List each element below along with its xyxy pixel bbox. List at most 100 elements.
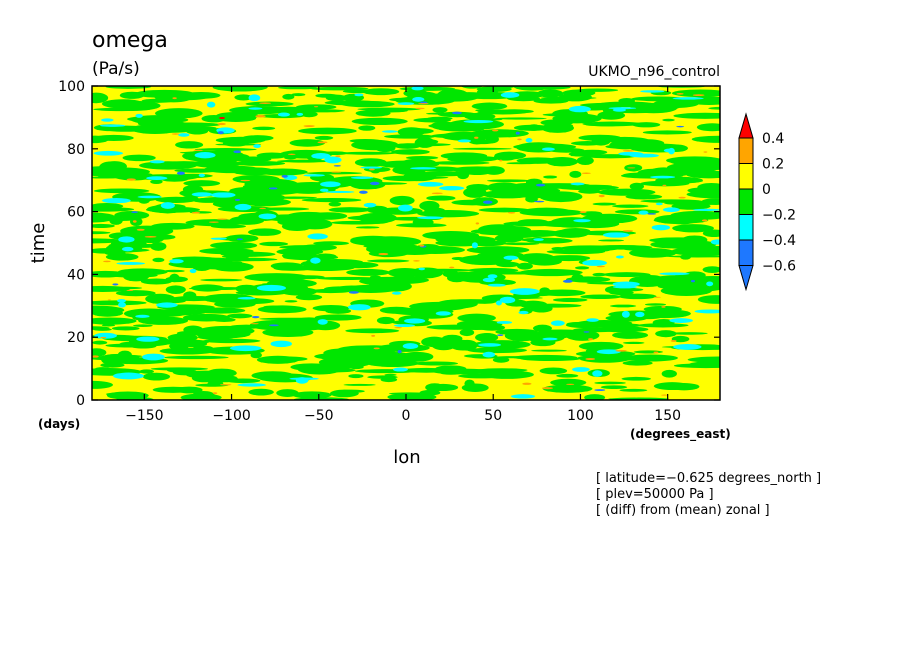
field-patch-orange <box>208 221 219 223</box>
field-patch-orange <box>126 178 136 181</box>
field-patch-orange <box>678 196 686 199</box>
field-patch-green <box>697 182 720 192</box>
field-patch-green <box>545 123 574 129</box>
field-patch-green <box>355 109 391 117</box>
field-patch-green <box>435 236 467 243</box>
field-patch-cyan <box>602 232 630 238</box>
field-patch-green <box>392 165 427 175</box>
field-patch-green <box>101 99 145 109</box>
field-patch-green <box>629 182 645 191</box>
field-patch-green <box>278 86 318 90</box>
field-patch-cyan <box>592 370 603 377</box>
field-patch-green <box>650 51 671 62</box>
field-patch-green <box>192 345 214 352</box>
field-patch-orange <box>413 260 420 262</box>
field-patch-green <box>702 266 720 274</box>
field-patch-cyan <box>404 318 426 324</box>
field-patch-green <box>232 160 286 166</box>
field-patch-green <box>691 135 720 143</box>
field-patch-cyan <box>317 319 328 325</box>
field-patch-blue <box>562 279 573 283</box>
field-patch-green <box>101 324 116 327</box>
field-patch-green <box>366 205 389 214</box>
field-patch-cyan <box>621 310 630 318</box>
field-patch-green <box>379 281 412 292</box>
field-patch-green <box>222 77 249 86</box>
field-patch-green <box>119 91 145 99</box>
info-line-plev: [ plev=50000 Pa ] <box>596 487 714 502</box>
field-patch-green <box>93 188 150 194</box>
colorbar-label: −0.2 <box>762 208 796 224</box>
field-patch-green <box>105 392 146 397</box>
field-patch-green <box>665 54 714 63</box>
field-patch-cyan <box>319 188 329 192</box>
field-patch-blue <box>676 125 685 128</box>
field-patch-green <box>661 369 677 378</box>
field-patch-green <box>513 124 551 131</box>
field-patch-cyan <box>178 133 190 137</box>
field-patch-green <box>295 294 323 301</box>
field-patch-green <box>487 182 521 193</box>
field-patch-green <box>324 100 378 106</box>
field-patch-green <box>271 356 308 362</box>
field-patch-green <box>503 221 561 227</box>
field-patch-orange <box>217 122 226 126</box>
field-patch-green <box>457 59 479 69</box>
field-patch-green <box>150 367 209 371</box>
field-patch-green <box>669 332 708 335</box>
field-patch-green <box>387 392 437 400</box>
field-patch-green <box>181 91 221 99</box>
field-patch-green <box>312 305 350 312</box>
field-patch-green <box>426 195 456 201</box>
field-patch-cyan <box>142 353 165 361</box>
field-patch-green <box>576 156 594 166</box>
field-patch-green <box>513 86 552 91</box>
field-patch-green <box>301 198 362 203</box>
field-patch-cyan <box>116 262 145 265</box>
field-patch-green <box>671 202 711 210</box>
field-patch-green <box>384 63 440 72</box>
y-unit-label: (days) <box>38 417 80 431</box>
field-patch-green <box>637 275 663 282</box>
field-patch-green <box>623 354 678 362</box>
field-patch-green <box>478 224 521 236</box>
field-patch-green <box>210 241 258 250</box>
field-patch-green <box>417 209 480 218</box>
field-patch-cyan <box>570 182 585 186</box>
field-patch-green <box>119 341 145 348</box>
field-patch-orange <box>703 151 708 153</box>
field-patch-orange <box>692 94 705 97</box>
field-patch-green <box>180 393 222 400</box>
field-patch-green <box>679 34 728 41</box>
field-patch-green <box>502 242 540 246</box>
chart-title: omega <box>92 28 168 53</box>
field-patch-green <box>152 386 194 393</box>
field-patch-cyan <box>457 139 472 143</box>
field-patch-green <box>92 285 131 292</box>
field-patch-green <box>512 354 578 361</box>
field-patch-green <box>182 313 230 322</box>
field-patch-green <box>175 141 204 149</box>
field-patch-green <box>163 355 229 360</box>
field-patch-cyan <box>360 166 383 169</box>
field-patch-orange <box>670 339 677 342</box>
field-patch-green <box>258 168 308 176</box>
x-tick-label: −50 <box>304 408 334 424</box>
field-patch-orange <box>661 306 666 308</box>
field-patch-cyan <box>500 92 520 98</box>
field-patch-cyan <box>635 311 645 318</box>
field-patch-green <box>145 293 176 304</box>
field-patch-orange <box>579 211 587 213</box>
field-patch-cyan <box>146 176 168 181</box>
field-patch-blue <box>534 200 545 203</box>
x-tick-label: −150 <box>125 408 163 424</box>
field-patch-orange <box>250 323 259 325</box>
field-patch-green <box>250 351 262 359</box>
field-patch-orange <box>191 211 201 214</box>
field-patch-green <box>234 156 272 163</box>
field-patch-green <box>376 316 395 325</box>
field-patch-green <box>525 195 538 203</box>
field-patch-orange <box>193 149 203 152</box>
field-patch-green <box>368 250 408 258</box>
field-patch-cyan <box>93 150 124 156</box>
